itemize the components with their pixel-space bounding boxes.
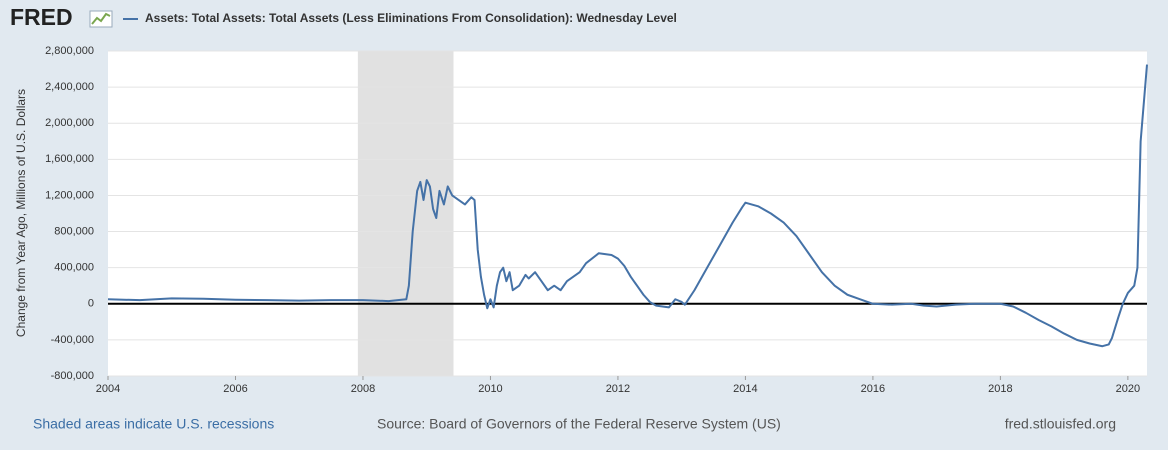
x-tick-label: 2008 xyxy=(351,383,375,395)
x-tick-label: 2016 xyxy=(861,383,885,395)
y-tick-label: 1,200,000 xyxy=(45,189,94,201)
legend-entry: Assets: Total Assets: Total Assets (Less… xyxy=(145,11,677,25)
x-tick-label: 2018 xyxy=(988,383,1012,395)
y-axis-label: Change from Year Ago, Millions of U.S. D… xyxy=(14,89,28,337)
y-tick-label: 0 xyxy=(88,298,94,310)
y-tick-label: 1,600,000 xyxy=(45,153,94,165)
logo: FRED xyxy=(10,4,73,30)
x-tick-label: 2010 xyxy=(478,383,502,395)
x-tick-label: 2014 xyxy=(733,383,757,395)
logo-icon xyxy=(89,10,113,28)
x-tick-label: 2004 xyxy=(96,383,120,395)
y-tick-label: 2,000,000 xyxy=(45,117,94,129)
x-tick-label: 2006 xyxy=(223,383,247,395)
series-line xyxy=(107,64,1148,348)
y-tick-label: 2,800,000 xyxy=(45,45,94,57)
site-link[interactable]: fred.stlouisfed.org xyxy=(1005,416,1116,432)
x-tick-label: 2012 xyxy=(606,383,630,395)
recession-shade xyxy=(357,51,454,376)
y-tick-label: 800,000 xyxy=(54,225,94,237)
recession-note[interactable]: Shaded areas indicate U.S. recessions xyxy=(33,416,274,432)
y-tick-label: 2,400,000 xyxy=(45,81,94,93)
plot-area xyxy=(108,51,1147,376)
y-tick-label: -400,000 xyxy=(51,334,94,346)
x-tick-label: 2020 xyxy=(1116,383,1140,395)
y-tick-label: -800,000 xyxy=(51,370,94,382)
source: Source: Board of Governors of the Federa… xyxy=(377,416,781,432)
y-tick-label: 400,000 xyxy=(54,262,94,274)
